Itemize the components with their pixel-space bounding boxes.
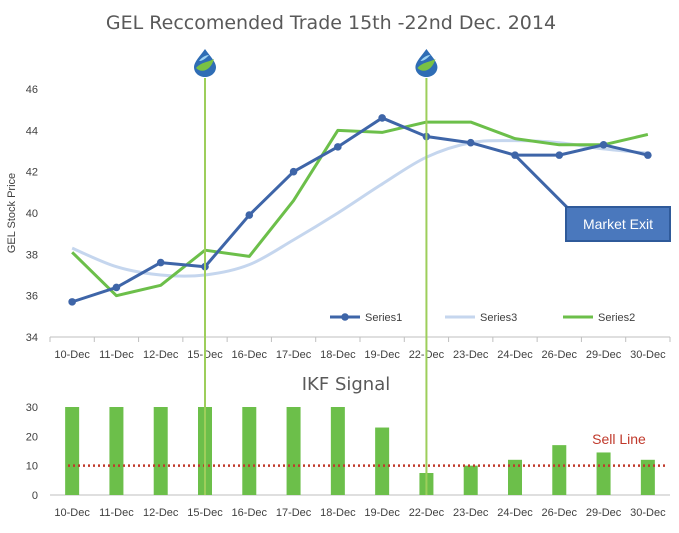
signal-bar [330, 407, 345, 495]
x-tick-label: 18-Dec [320, 349, 356, 361]
signal-x-tick-label: 16-Dec [232, 507, 268, 519]
signal-x-tick-label: 23-Dec [453, 507, 489, 519]
series1-point [555, 151, 564, 159]
signal-bar [463, 465, 478, 495]
x-tick-label: 30-Dec [630, 349, 666, 361]
signal-bar [375, 427, 390, 495]
y-tick-label: 42 [26, 167, 38, 179]
series1-point [378, 114, 386, 122]
signal-x-tick-label: 30-Dec [630, 507, 666, 519]
chart-title: GEL Reccomended Trade 15th -22nd Dec. 20… [106, 12, 556, 34]
series1-point [156, 258, 165, 267]
y-axis-title: GEL Stock Price [6, 173, 18, 253]
signal-y-tick-label: 0 [32, 490, 38, 502]
signal-x-tick-label: 24-Dec [497, 507, 533, 519]
legend-label-series2: Series2 [598, 312, 635, 324]
droplet-leaf [417, 59, 436, 71]
signal-bar [65, 407, 80, 495]
y-tick-label: 34 [26, 332, 38, 344]
series3-line [71, 139, 648, 278]
series1-point [644, 151, 652, 159]
y-tick-label: 36 [26, 291, 38, 303]
series1-point [466, 138, 475, 147]
signal-bar [640, 459, 655, 495]
y-tick-label: 40 [26, 208, 38, 220]
signal-chart-title: IKF Signal [302, 374, 390, 395]
market-exit-line [513, 153, 577, 217]
series1-point [68, 298, 76, 306]
x-tick-label: 24-Dec [497, 349, 533, 361]
signal-y-tick-label: 10 [26, 461, 38, 473]
signal-x-tick-label: 26-Dec [542, 507, 578, 519]
series1-point [112, 283, 121, 292]
x-tick-label: 23-Dec [453, 349, 489, 361]
signal-bar [552, 445, 567, 495]
y-tick-label: 44 [26, 125, 38, 137]
market-exit-callout: Market Exit [565, 206, 671, 242]
series2-line [71, 120, 649, 298]
signal-x-tick-label: 19-Dec [364, 507, 400, 519]
legend-marker [341, 313, 349, 321]
signal-x-tick-label: 29-Dec [586, 507, 622, 519]
x-tick-label: 12-Dec [143, 349, 179, 361]
x-tick-label: 16-Dec [232, 349, 268, 361]
signal-x-tick-label: 10-Dec [54, 507, 90, 519]
x-tick-label: 29-Dec [586, 349, 622, 361]
legend-label-series3: Series3 [480, 312, 517, 324]
y-tick-label: 46 [26, 84, 38, 96]
x-tick-label: 26-Dec [542, 349, 578, 361]
signal-x-tick-label: 12-Dec [143, 507, 179, 519]
signal-x-tick-label: 22-Dec [409, 507, 445, 519]
droplet-highlight [420, 55, 431, 61]
series1-point [245, 211, 254, 219]
signal-y-tick-label: 30 [26, 402, 38, 414]
signal-x-tick-label: 18-Dec [320, 507, 356, 519]
signal-bar [508, 459, 522, 495]
droplet-leaf [196, 59, 214, 71]
signal-bar [596, 452, 611, 495]
legend-label-series1: Series1 [365, 312, 402, 324]
x-tick-label: 10-Dec [54, 349, 90, 361]
series1-point [599, 141, 608, 149]
signal-bar [109, 407, 124, 495]
y-tick-label: 38 [26, 249, 38, 261]
signal-bar [153, 407, 168, 495]
droplet-icon [194, 49, 216, 77]
series1-point [289, 167, 298, 176]
droplet-highlight [199, 55, 209, 61]
signal-bar [286, 407, 301, 495]
signal-bar [242, 407, 257, 495]
signal-x-tick-label: 15-Dec [187, 507, 223, 519]
signal-y-tick-label: 20 [26, 431, 38, 443]
x-tick-label: 11-Dec [99, 349, 134, 361]
signal-x-tick-label: 17-Dec [276, 507, 312, 519]
droplet-icon [415, 49, 438, 77]
x-tick-label: 19-Dec [364, 349, 400, 361]
series1-line [71, 116, 649, 304]
sell-line-label: Sell Line [592, 431, 646, 447]
signal-x-tick-label: 11-Dec [99, 507, 134, 519]
series1-point [334, 143, 342, 151]
x-tick-label: 17-Dec [276, 349, 312, 361]
